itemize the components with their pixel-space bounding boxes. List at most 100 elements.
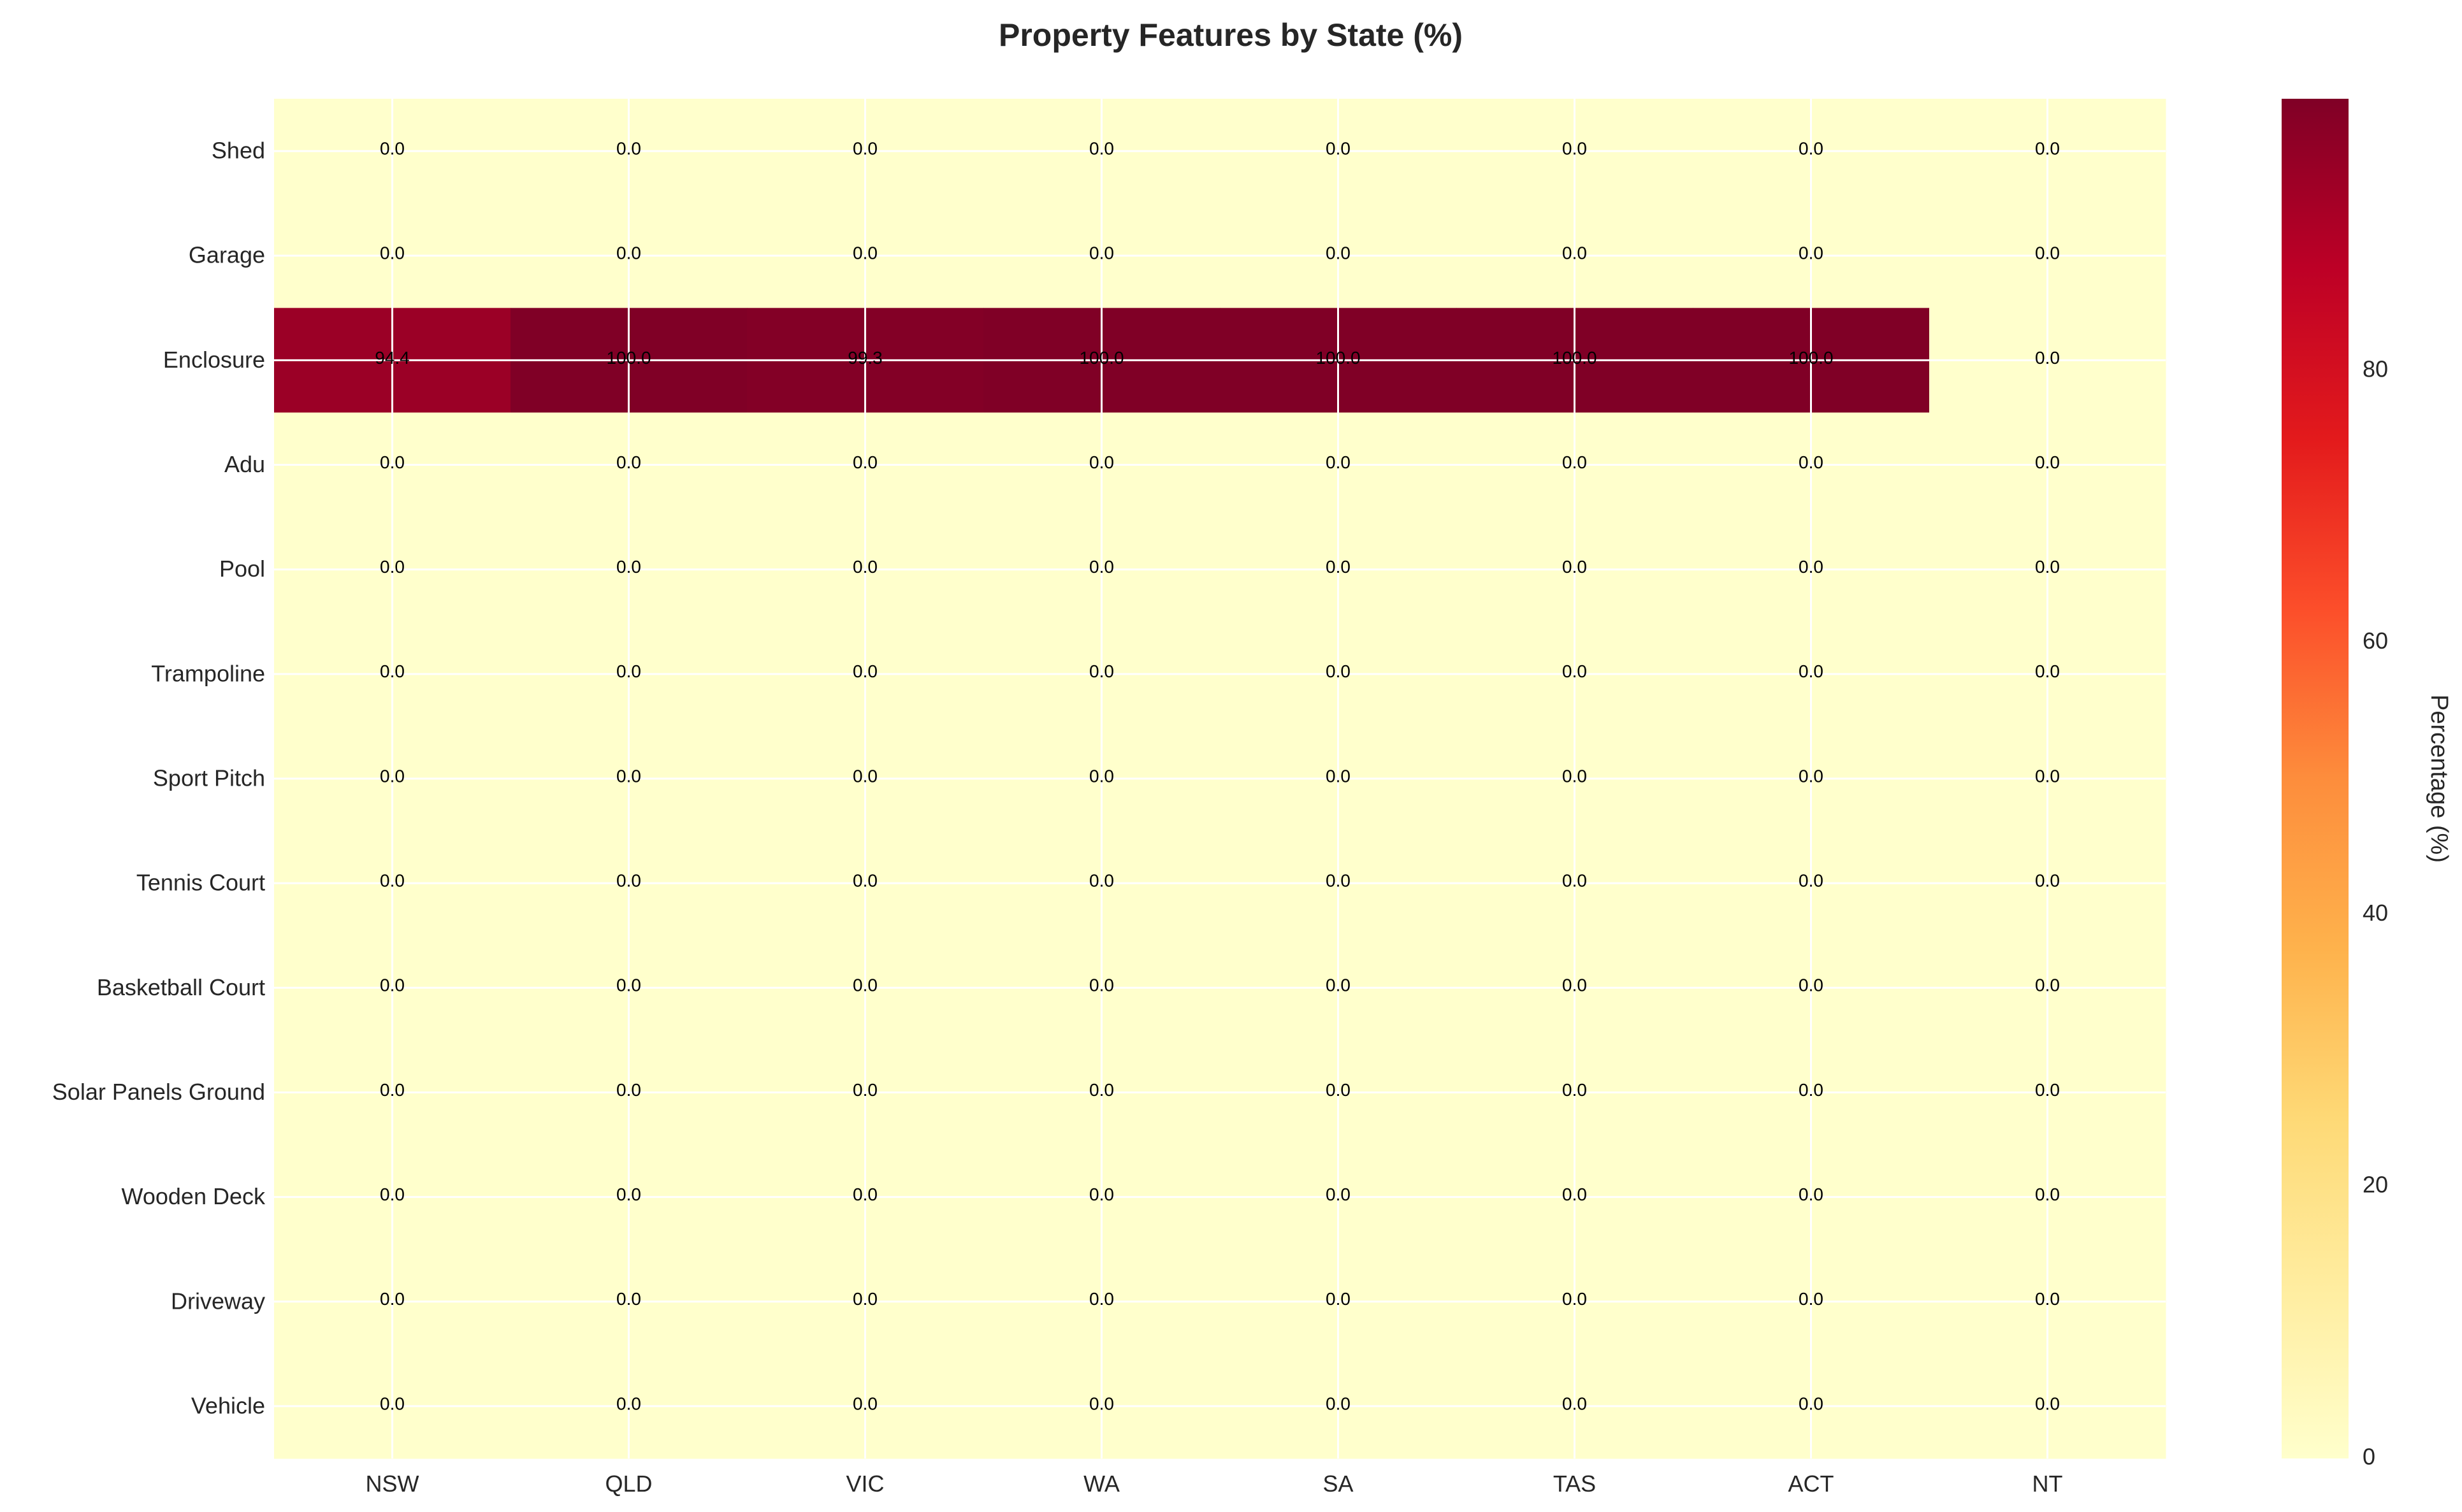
cell-value-label: 0.0 [1799,871,1823,891]
cell-value-label: 0.0 [616,1289,641,1309]
cell-value-label: 0.0 [1562,766,1587,786]
cell-value-label: 0.0 [2035,452,2060,472]
cell-value-label: 0.0 [616,661,641,681]
cell-value-label: 0.0 [1562,557,1587,577]
cell-value-label: 0.0 [853,138,878,158]
cell-value-label: 0.0 [2035,766,2060,786]
cell-value-label: 0.0 [1799,138,1823,158]
y-tick-label: Garage [189,242,265,268]
cell-value-label: 0.0 [2035,661,2060,681]
cell-value-label: 0.0 [616,766,641,786]
x-tick-label: ACT [1788,1471,1834,1497]
cell-value-labels: 0.0 0.0 0.0 0.0 0.0 0.0 0.0 0.0 0.0 0.0 0.0 0.0 0.0 0… [375,138,2060,1413]
x-tick-label: QLD [605,1471,652,1497]
cell-value-label: 0.0 [2035,1393,2060,1413]
y-tick-label: Basketball Court [97,974,265,1000]
cell-value-label: 0.0 [380,1393,405,1413]
cell-value-label: 0.0 [380,976,405,995]
cell-value-label: 0.0 [616,1184,641,1204]
y-tick-label: Sport Pitch [153,765,265,791]
cell-value-label: 0.0 [2035,976,2060,995]
cell-value-label: 0.0 [380,661,405,681]
cell-value-label: 100.0 [606,348,651,368]
cell-value-label: 0.0 [616,138,641,158]
y-tick-label: Adu [224,451,265,477]
cell-value-label: 0.0 [853,1393,878,1413]
y-tick-label: Wooden Deck [122,1183,266,1209]
cell-value-label: 0.0 [380,871,405,891]
x-tick-label: NT [2032,1471,2063,1497]
cell-value-label: 0.0 [853,452,878,472]
cell-value-label: 0.0 [1799,1184,1823,1204]
cell-value-label: 0.0 [1562,1080,1587,1100]
cell-value-label: 0.0 [853,557,878,577]
colorbar-tick-label: 0 [2363,1444,2375,1470]
cell-value-label: 0.0 [1326,976,1350,995]
cell-value-label: 0.0 [380,1289,405,1309]
cell-value-label: 0.0 [2035,557,2060,577]
cell-value-label: 0.0 [380,557,405,577]
cell-value-label: 0.0 [1326,1393,1350,1413]
cell-value-label: 0.0 [1089,1393,1114,1413]
cell-value-label: 0.0 [616,976,641,995]
cell-value-label: 0.0 [1562,1184,1587,1204]
cell-value-label: 0.0 [853,766,878,786]
cell-value-label: 0.0 [1089,661,1114,681]
x-axis-tick-labels: NSW QLD VIC WA SA TAS ACT NT [366,1471,2063,1497]
x-tick-label: TAS [1553,1471,1596,1497]
cell-value-label: 0.0 [1562,452,1587,472]
cell-value-label: 0.0 [380,766,405,786]
cell-value-label: 0.0 [1799,243,1823,263]
cell-value-label: 0.0 [616,1080,641,1100]
x-tick-label: NSW [366,1471,419,1497]
cell-value-label: 0.0 [380,138,405,158]
cell-value-label: 0.0 [616,871,641,891]
y-tick-label: Enclosure [163,347,265,373]
cell-value-label: 0.0 [1562,138,1587,158]
cell-value-label: 0.0 [853,243,878,263]
cell-value-label: 0.0 [1562,871,1587,891]
colorbar-tick-labels: 0 20 40 60 80 [2363,356,2388,1469]
x-tick-label: WA [1083,1471,1120,1497]
cell-value-label: 0.0 [1562,976,1587,995]
x-tick-label: SA [1322,1471,1353,1497]
y-tick-label: Solar Panels Ground [52,1079,265,1105]
cell-value-label: 0.0 [1326,1184,1350,1204]
cell-value-label: 0.0 [1799,1393,1823,1413]
cell-value-label: 0.0 [1089,976,1114,995]
y-tick-label: Driveway [171,1288,265,1314]
cell-value-label: 0.0 [1326,871,1350,891]
cell-value-label: 0.0 [853,1080,878,1100]
cell-value-label: 99.3 [848,348,883,368]
cell-value-label: 0.0 [853,871,878,891]
cell-value-label: 0.0 [1799,452,1823,472]
cell-value-label: 0.0 [1799,557,1823,577]
y-axis-tick-labels: Shed Garage Enclosure Adu Pool Trampoline Spor… [52,138,266,1419]
cell-value-label: 0.0 [1089,243,1114,263]
cell-value-label: 0.0 [1089,1289,1114,1309]
cell-value-label: 0.0 [1799,766,1823,786]
cell-value-label: 0.0 [616,1393,641,1413]
cell-value-label: 0.0 [1089,138,1114,158]
cell-value-label: 0.0 [1089,766,1114,786]
cell-value-label: 0.0 [1326,1289,1350,1309]
cell-value-label: 0.0 [1799,1289,1823,1309]
cell-value-label: 0.0 [1799,1080,1823,1100]
colorbar-label: Percentage (%) [2426,695,2452,863]
cell-value-label: 0.0 [380,1080,405,1100]
y-tick-label: Vehicle [191,1392,265,1418]
cell-value-label: 0.0 [2035,243,2060,263]
x-tick-label: VIC [846,1471,884,1497]
colorbar-tick-label: 40 [2363,900,2388,926]
colorbar-tick-label: 80 [2363,356,2388,382]
cell-value-label: 0.0 [616,243,641,263]
cell-value-label: 0.0 [616,557,641,577]
cell-value-label: 0.0 [1089,452,1114,472]
cell-value-label: 100.0 [1079,348,1124,368]
cell-value-label: 0.0 [1326,1080,1350,1100]
cell-value-label: 100.0 [1315,348,1360,368]
cell-value-label: 0.0 [1799,976,1823,995]
y-tick-label: Trampoline [151,660,265,686]
cell-value-label: 0.0 [853,1184,878,1204]
